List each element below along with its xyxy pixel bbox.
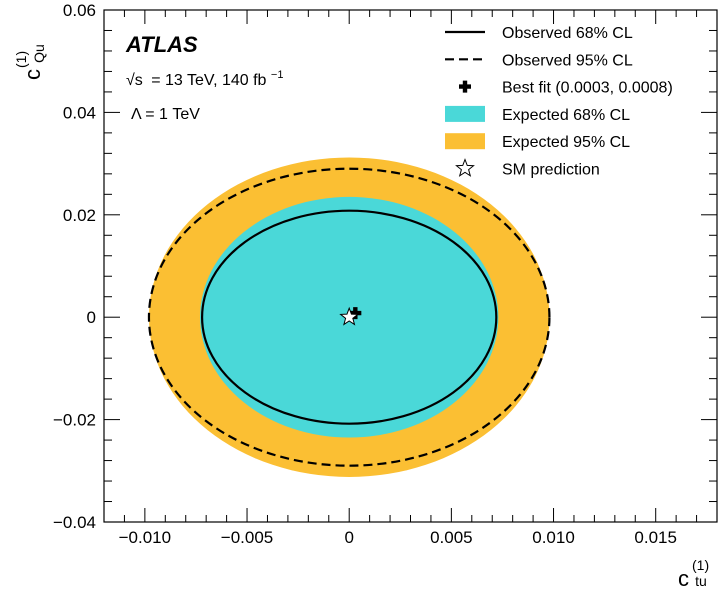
x-axis-title-base: c [678, 566, 689, 591]
legend-entry-expected-68: Expected 68% CL [445, 105, 630, 124]
legend-best-fit-marker [459, 80, 471, 93]
x-tick-label: −0.010 [119, 528, 171, 547]
x-tick-label: 0.005 [430, 528, 473, 547]
legend-entry-best-fit: Best fit (0.0003, 0.0008) [459, 80, 673, 97]
sqrt-symbol: √s [126, 72, 143, 89]
y-axis-title-sub: Qu [31, 44, 47, 63]
legend-label: Expected 68% CL [502, 107, 630, 124]
y-tick-label: −0.02 [53, 411, 96, 430]
best-fit-marker [349, 307, 362, 320]
y-tick-label: 0.06 [63, 1, 96, 20]
legend-label: SM prediction [502, 162, 600, 179]
energy-lumi-text: = 13 TeV, 140 fb [151, 72, 266, 89]
legend: Observed 68% CL Observed 95% CL Best fit (… [445, 25, 673, 179]
legend-star-marker [455, 158, 475, 177]
x-tick-label: −0.005 [221, 528, 273, 547]
legend-entry-sm-prediction: SM prediction [455, 158, 600, 179]
x-axis-title: c tu [678, 566, 707, 591]
x-tick-label: 0.010 [532, 528, 575, 547]
y-tick-label: 0.04 [63, 103, 96, 122]
y-axis-title-text: c Qu [20, 44, 47, 80]
observed-95-contour [147, 167, 551, 467]
x-tick-label: 0 [344, 528, 353, 547]
y-tick-label: −0.04 [53, 513, 96, 532]
sqrt-s-label: √s = 13 TeV, 140 fb −1 [126, 69, 283, 89]
legend-swatch [445, 105, 485, 122]
y-axis-title-sup: (1) [13, 51, 29, 68]
y-axis-title-base: c [20, 69, 45, 80]
x-axis-title-sub: tu [695, 573, 707, 589]
lumi-exponent: −1 [271, 69, 284, 81]
observed-68-contour [200, 209, 498, 425]
legend-label: Observed 68% CL [502, 25, 633, 42]
legend-entry-observed-95: Observed 95% CL [445, 52, 633, 69]
y-axis-title: c Qu (1) [13, 44, 47, 80]
y-tick-label: 0.02 [63, 206, 96, 225]
x-axis-title-sup: (1) [692, 557, 709, 573]
legend-entry-observed-68: Observed 68% CL [445, 25, 633, 42]
tick-layer: −0.010 −0.005 0 0.005 0.010 0.015 −0.04 −0.02 0 0… [53, 1, 718, 547]
legend-label: Observed 95% CL [502, 52, 633, 69]
y-tick-label: 0 [87, 308, 96, 327]
legend-swatch [445, 133, 485, 150]
legend-entry-expected-95: Expected 95% CL [445, 133, 630, 151]
legend-label: Best fit (0.0003, 0.0008) [502, 80, 673, 97]
sm-prediction-marker [339, 306, 360, 326]
x-tick-label: 0.015 [634, 528, 677, 547]
atlas-label: ATLAS [125, 32, 198, 57]
marker-layer [339, 306, 362, 326]
lambda-label: Λ = 1 TeV [131, 106, 200, 123]
legend-label: Expected 95% CL [502, 134, 630, 151]
